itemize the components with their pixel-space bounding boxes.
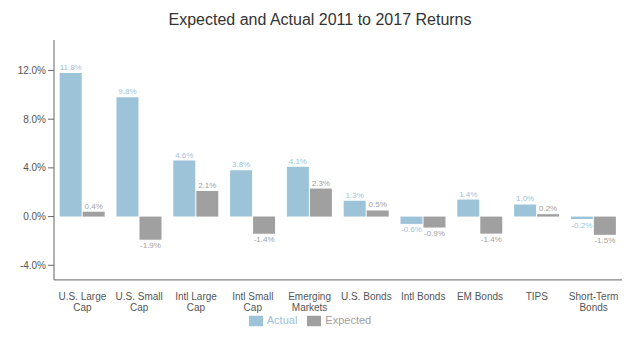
svg-text:4.6%: 4.6% — [175, 151, 193, 160]
svg-text:0.5%: 0.5% — [369, 200, 387, 209]
svg-text:3.8%: 3.8% — [232, 160, 250, 169]
html-text:Actual: Actual — [266, 313, 298, 326]
svg-text:1.3%: 1.3% — [346, 191, 364, 200]
html-text:Expected and Actual 2011 to 20: Expected and Actual 2011 to 2017 Returns — [168, 11, 472, 28]
svg-text:11.8%: 11.8% — [60, 63, 82, 72]
svg-text:1.4%: 1.4% — [459, 190, 477, 199]
svg-text:8.0%: 8.0% — [23, 114, 46, 125]
svg-text:-1.9%: -1.9% — [140, 241, 161, 250]
svg-text:0.2%: 0.2% — [539, 204, 557, 213]
svg-text:-1.4%: -1.4% — [254, 235, 275, 244]
svg-text:0.4%: 0.4% — [85, 202, 103, 211]
svg-text:-0.9%: -0.9% — [424, 229, 445, 238]
svg-text:-0.2%: -0.2% — [571, 221, 592, 230]
svg-text:-0.6%: -0.6% — [401, 225, 422, 234]
svg-text:EM Bonds: EM Bonds — [457, 291, 503, 302]
svg-text:-1.4%: -1.4% — [481, 235, 502, 244]
svg-text:4.1%: 4.1% — [289, 157, 307, 166]
svg-text:Short-TermBonds: Short-TermBonds — [569, 291, 618, 314]
svg-text:4.0%: 4.0% — [23, 162, 46, 173]
svg-text:2.3%: 2.3% — [312, 179, 330, 188]
svg-text:Intl LargeCap: Intl LargeCap — [175, 291, 217, 314]
svg-text:-1.5%: -1.5% — [594, 236, 615, 245]
svg-text:-4.0%: -4.0% — [20, 260, 46, 271]
svg-text:U.S. Bonds: U.S. Bonds — [341, 291, 392, 302]
svg-text:12.0%: 12.0% — [18, 65, 46, 76]
svg-text:2.1%: 2.1% — [198, 181, 216, 190]
html-text:Expected: Expected — [325, 313, 372, 326]
svg-text:9.8%: 9.8% — [118, 87, 136, 96]
svg-text:U.S. SmallCap: U.S. SmallCap — [116, 291, 163, 314]
svg-text:0.0%: 0.0% — [23, 211, 46, 222]
svg-text:1.0%: 1.0% — [516, 194, 534, 203]
svg-text:EmergingMarkets: EmergingMarkets — [288, 291, 331, 314]
svg-text:TIPS: TIPS — [526, 291, 549, 302]
svg-text:Intl SmallCap: Intl SmallCap — [232, 291, 273, 314]
svg-text:U.S. LargeCap: U.S. LargeCap — [58, 291, 106, 314]
svg-text:Intl Bonds: Intl Bonds — [401, 291, 445, 302]
